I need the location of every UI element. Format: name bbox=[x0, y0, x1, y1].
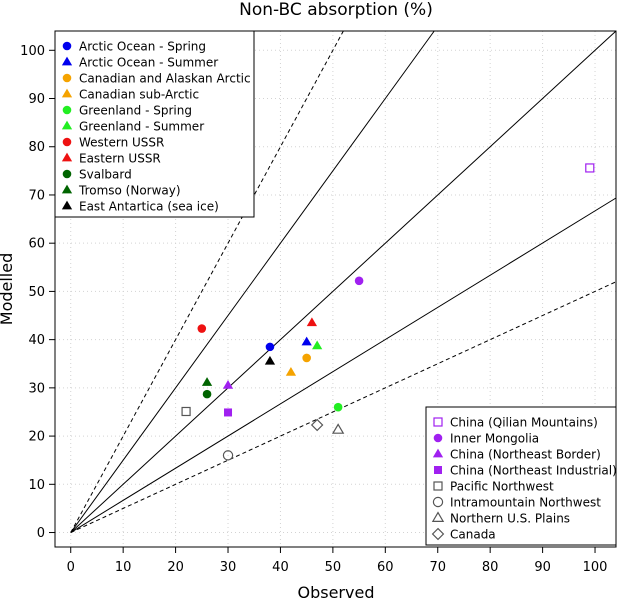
legend-marker-4 bbox=[61, 88, 73, 98]
grid-layer bbox=[55, 31, 616, 547]
y-tick-label-10: 10 bbox=[28, 478, 45, 493]
legend-marker-6 bbox=[61, 120, 73, 130]
data-point-16 bbox=[181, 406, 191, 417]
legend-label-2: Inner Mongolia bbox=[450, 432, 539, 446]
y-tick-label-70: 70 bbox=[28, 188, 45, 203]
data-point-13 bbox=[354, 276, 364, 286]
data-point-11 bbox=[264, 355, 276, 365]
y-tick-label-0: 0 bbox=[37, 526, 45, 541]
x-axis-ticks: 0 10 20 30 40 50 60 70 80 90 100 bbox=[67, 547, 608, 575]
chart-title: Non-BC absorption (%) bbox=[239, 0, 433, 20]
y-tick-label-100: 100 bbox=[20, 44, 45, 59]
data-point-12 bbox=[585, 163, 595, 173]
x-tick-label-90: 90 bbox=[534, 560, 551, 575]
legend-bottom-right: China (Qilian Mountains) Inner Mongolia Ch… bbox=[425, 406, 617, 546]
y-tick-label-50: 50 bbox=[28, 285, 45, 300]
x-tick-label-10: 10 bbox=[115, 560, 132, 575]
x-tick-label-40: 40 bbox=[272, 560, 289, 575]
data-point-19 bbox=[310, 418, 324, 432]
legend-label-8: Eastern USSR bbox=[79, 152, 161, 166]
data-point-9 bbox=[202, 389, 212, 399]
legend-label-2: Arctic Ocean - Summer bbox=[79, 56, 218, 70]
legend-label-4: Canadian sub-Arctic bbox=[79, 88, 199, 102]
legend-label-1: China (Qilian Mountains) bbox=[450, 416, 598, 430]
x-tick-label-100: 100 bbox=[583, 560, 608, 575]
legend-label-8: Canada bbox=[450, 528, 496, 542]
legend-marker-2 bbox=[61, 56, 73, 66]
y-tick-label-80: 80 bbox=[28, 140, 45, 155]
x-tick-label-30: 30 bbox=[220, 560, 237, 575]
legend-marker-9 bbox=[62, 169, 72, 179]
reference-line-3 bbox=[70, 30, 617, 533]
legend-marker-11 bbox=[61, 200, 73, 210]
data-point-18 bbox=[331, 423, 345, 434]
reference-line-2 bbox=[70, 30, 435, 533]
x-tick-label-70: 70 bbox=[429, 560, 446, 575]
y-tick-label-30: 30 bbox=[28, 381, 45, 396]
legend-label-1: Arctic Ocean - Spring bbox=[79, 40, 206, 54]
legend-marker-7 bbox=[62, 137, 72, 147]
legend-label-7: Western USSR bbox=[79, 136, 164, 150]
data-point-5 bbox=[333, 402, 343, 412]
plot-frame bbox=[54, 30, 617, 548]
legend-marker-10 bbox=[61, 184, 73, 194]
legend-label-3: China (Northeast Border) bbox=[450, 448, 601, 462]
legend-box bbox=[425, 406, 617, 546]
data-point-1 bbox=[265, 342, 275, 352]
legend-label-10: Tromso (Norway) bbox=[78, 184, 181, 198]
legend-label-9: Svalbard bbox=[79, 168, 132, 182]
legend-marker-6 bbox=[432, 496, 444, 508]
reference-line-4 bbox=[70, 197, 617, 533]
legend-label-4: China (Northeast Industrial) bbox=[450, 464, 617, 478]
data-point-4 bbox=[285, 367, 297, 376]
legend-label-5: Greenland - Spring bbox=[79, 104, 192, 118]
data-point-14 bbox=[222, 380, 234, 389]
data-point-3 bbox=[302, 353, 311, 363]
x-tick-label-20: 20 bbox=[167, 560, 184, 575]
y-tick-label-40: 40 bbox=[28, 333, 45, 348]
legend-marker-8 bbox=[61, 152, 73, 162]
legend-marker-4 bbox=[434, 466, 442, 474]
y-tick-label-90: 90 bbox=[28, 92, 45, 107]
legend-marker-5 bbox=[62, 105, 72, 115]
data-point-10 bbox=[201, 377, 213, 386]
reference-lines bbox=[70, 30, 617, 533]
data-point-17 bbox=[222, 450, 234, 461]
legend-marker-3 bbox=[62, 73, 72, 83]
y-tick-label-20: 20 bbox=[28, 430, 45, 445]
legend-label-6: Greenland - Summer bbox=[79, 120, 204, 134]
legend-label-6: Intramountain Northwest bbox=[450, 496, 601, 510]
x-tick-label-50: 50 bbox=[325, 560, 342, 575]
data-points bbox=[181, 163, 595, 461]
y-axis-ticks: 0 10 20 30 40 50 60 70 80 90 100 bbox=[20, 44, 55, 541]
x-tick-label-80: 80 bbox=[482, 560, 499, 575]
legend-marker-5 bbox=[433, 481, 443, 491]
legend-marker-1 bbox=[433, 417, 443, 427]
data-point-8 bbox=[306, 317, 318, 327]
legend-label-3: Canadian and Alaskan Arctic bbox=[79, 72, 251, 86]
legend-box bbox=[54, 30, 255, 218]
legend-label-11: East Antartica (sea ice) bbox=[79, 200, 219, 214]
data-point-2 bbox=[301, 336, 312, 346]
legend-marker-2 bbox=[433, 433, 443, 443]
y-axis-label: Modelled bbox=[0, 253, 16, 325]
x-tick-label-0: 0 bbox=[67, 560, 75, 575]
x-axis-label: Observed bbox=[298, 583, 375, 600]
legend-top-left: Arctic Ocean - Spring Arctic Ocean - Summ… bbox=[54, 30, 255, 218]
data-point-7 bbox=[197, 324, 207, 333]
data-point-6 bbox=[312, 340, 323, 350]
x-tick-label-60: 60 bbox=[377, 560, 394, 575]
legend-marker-7 bbox=[431, 511, 445, 522]
legend-label-5: Pacific Northwest bbox=[450, 480, 554, 494]
data-point-15 bbox=[224, 408, 233, 417]
legend-marker-3 bbox=[432, 448, 444, 458]
reference-line-5 bbox=[70, 281, 617, 533]
legend-label-7: Northern U.S. Plains bbox=[450, 512, 570, 526]
legend-marker-1 bbox=[62, 41, 72, 51]
legend-marker-8 bbox=[431, 527, 445, 541]
y-tick-label-60: 60 bbox=[28, 237, 45, 252]
